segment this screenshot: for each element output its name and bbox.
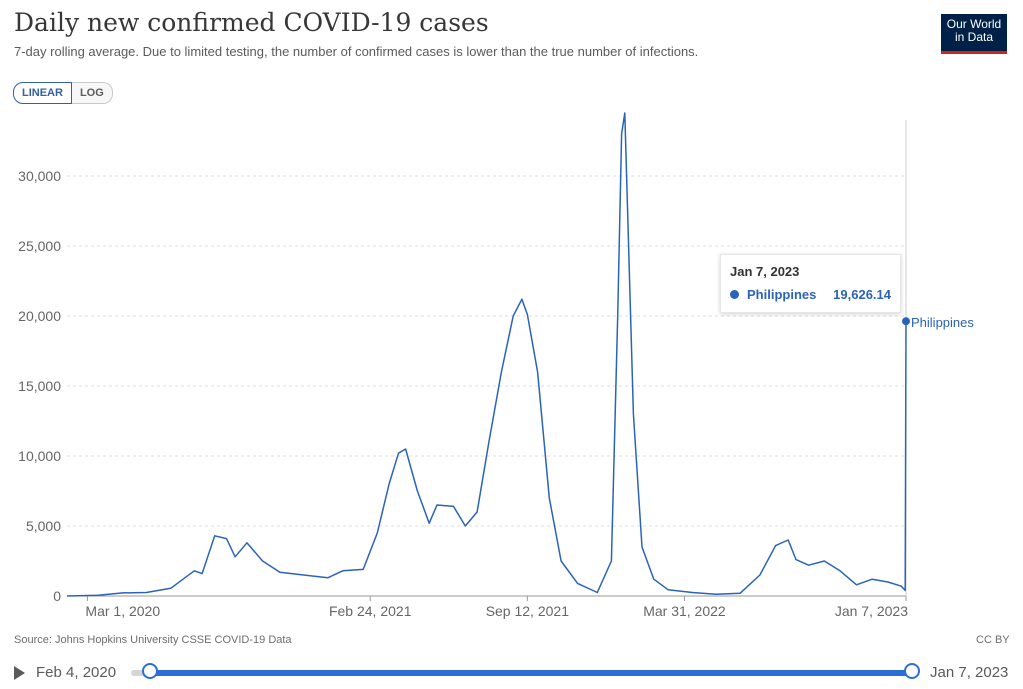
timeline-selected-range: [151, 670, 913, 676]
x-tick-label: Sep 12, 2021: [486, 603, 570, 619]
x-tick-label: Feb 24, 2021: [329, 603, 412, 619]
play-icon[interactable]: [14, 666, 25, 680]
hover-tooltip: Jan 7, 2023 Philippines 19,626.14: [720, 254, 901, 313]
tooltip-date: Jan 7, 2023: [730, 264, 800, 279]
series-end-label: Philippines: [911, 315, 974, 330]
series-color-dot: [730, 290, 739, 299]
y-tick-label: 0: [53, 588, 61, 604]
y-tick-label: 15,000: [18, 378, 61, 394]
timeline-end-handle[interactable]: [904, 663, 920, 679]
x-tick-label: Jan 7, 2023: [835, 603, 908, 619]
x-tick-label: Mar 31, 2022: [643, 603, 726, 619]
y-tick-label: 20,000: [18, 308, 61, 324]
tooltip-series-name: Philippines: [747, 287, 817, 302]
logo-line-2: in Data: [954, 30, 994, 44]
series-line-philippines: [66, 112, 907, 597]
tooltip-value: 19,626.14: [833, 287, 891, 302]
x-tick-label: Mar 1, 2020: [85, 603, 160, 619]
timeline-start-handle[interactable]: [142, 663, 158, 679]
y-axis: 0 5,000 10,000 15,000 20,000 25,000 30,000: [18, 168, 61, 604]
y-tick-label: 25,000: [18, 238, 61, 254]
gridlines: [67, 120, 907, 597]
timeline-end-label: Jan 7, 2023: [930, 664, 1009, 681]
chart-title: Daily new confirmed COVID-19 cases: [14, 8, 489, 37]
chart-subtitle: 7-day rolling average. Due to limited te…: [14, 44, 699, 59]
series-group: Philippines: [66, 112, 974, 597]
source-note[interactable]: Source: Johns Hopkins University CSSE CO…: [14, 634, 292, 646]
tooltip-row: Philippines 19,626.14: [730, 287, 891, 302]
owid-logo[interactable]: Our World in Data: [941, 14, 1007, 54]
y-tick-label: 10,000: [18, 448, 61, 464]
scale-toggle: LINEAR LOG: [13, 82, 113, 104]
log-scale-button[interactable]: LOG: [71, 82, 113, 104]
timeline-start-label: Feb 4, 2020: [36, 664, 117, 681]
series-end-point: [902, 317, 910, 326]
y-tick-label: 5,000: [26, 518, 61, 534]
x-axis: Mar 1, 2020 Feb 24, 2021 Sep 12, 2021 Mar 3…: [85, 596, 908, 619]
y-tick-label: 30,000: [18, 168, 61, 184]
linear-scale-button[interactable]: LINEAR: [13, 82, 72, 104]
license-link[interactable]: CC BY: [976, 634, 1010, 646]
logo-line-1: Our World: [946, 17, 1002, 31]
timeline-control: Feb 4, 2020 Jan 7, 2023: [0, 660, 1023, 688]
